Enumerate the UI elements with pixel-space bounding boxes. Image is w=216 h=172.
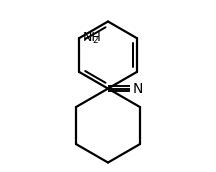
Text: NH: NH [83,31,102,44]
Text: N: N [132,82,143,96]
Text: 2: 2 [93,36,98,45]
